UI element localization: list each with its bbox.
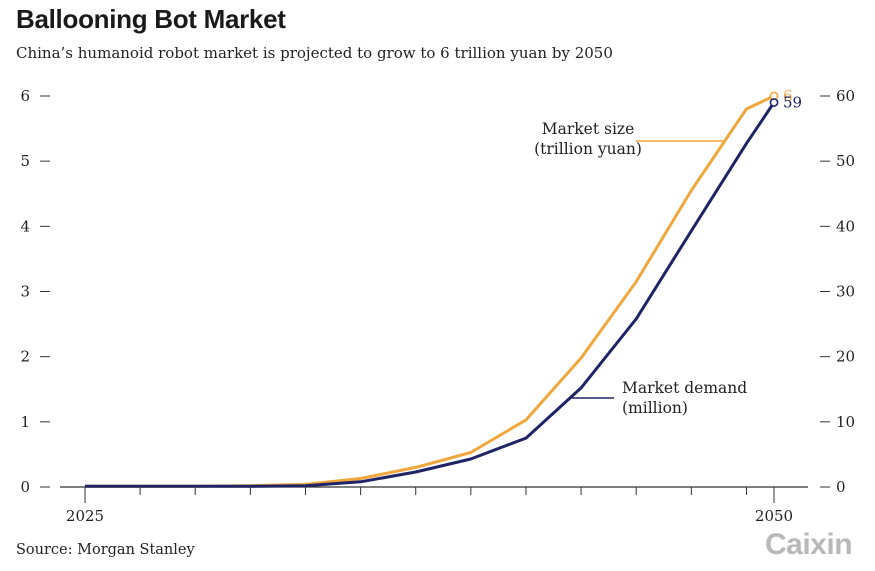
market-demand-annotation: Market demand (million) bbox=[622, 379, 747, 417]
left-tick-label-2: 2 bbox=[20, 348, 30, 366]
market-demand-line bbox=[85, 101, 776, 488]
caixin-logo: Caixin bbox=[765, 528, 853, 561]
left-tick-label-3: 3 bbox=[20, 283, 30, 301]
left-tick-label-0: 0 bbox=[20, 478, 30, 496]
right-tick-label-40: 40 bbox=[836, 217, 855, 235]
right-tick-label-30: 30 bbox=[836, 283, 855, 301]
right-tick-label-60: 60 bbox=[836, 87, 855, 105]
right-tick-label-20: 20 bbox=[836, 348, 855, 366]
x-tick-label-2050: 2050 bbox=[755, 507, 793, 525]
chart-title: Ballooning Bot Market bbox=[16, 4, 286, 34]
chart-subtitle: China’s humanoid robot market is project… bbox=[16, 44, 613, 62]
right-tick-label-50: 50 bbox=[836, 152, 855, 170]
right-tick-label-0: 0 bbox=[836, 478, 846, 496]
market-size-line bbox=[85, 94, 775, 488]
left-tick-label-1: 1 bbox=[20, 413, 30, 431]
market-size-annotation: Market size (trillion yuan) bbox=[534, 120, 642, 158]
left-tick-label-5: 5 bbox=[20, 152, 30, 170]
left-tick-label-6: 6 bbox=[20, 87, 30, 105]
market-demand-end-marker bbox=[769, 98, 779, 107]
x-tick-label-2025: 2025 bbox=[66, 507, 104, 525]
right-tick-label-10: 10 bbox=[836, 413, 855, 431]
left-tick-label-4: 4 bbox=[20, 217, 30, 235]
source-note: Source: Morgan Stanley bbox=[16, 542, 195, 558]
market-demand-end-label: 59 bbox=[783, 94, 802, 112]
market-size-end-label: 6 bbox=[783, 87, 793, 105]
